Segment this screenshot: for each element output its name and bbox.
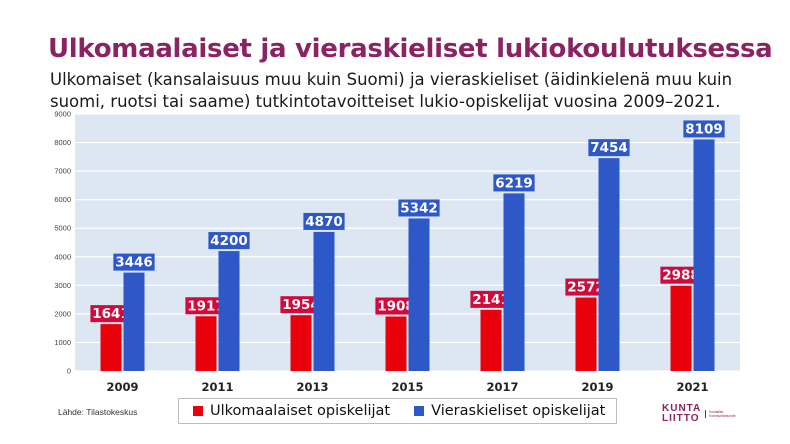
bar-ulkomaalaiset [290,315,312,371]
data-label: 1917 [187,298,225,314]
source-note: Lähde: Tilastokeskus [58,407,138,417]
data-label-box [470,290,512,308]
logo-wordmark: KUNTA LIITTO [662,403,702,424]
legend-label-ulkomaalaiset: Ulkomaalaiset opiskelijat [210,403,391,419]
logo-subtext: Kuntaliitto Kommunförbundet [705,409,736,419]
bar-ulkomaalaiset [385,316,407,371]
data-label: 2141 [472,292,510,308]
kuntaliitto-logo: KUNTA LIITTO Kuntaliitto Kommunförbundet [662,401,740,427]
data-label: 4870 [305,214,343,230]
legend-item-vieraskieliset: Vieraskieliset opiskelijat [414,403,605,419]
data-label: 2988 [662,268,700,284]
data-label-box [185,297,227,315]
data-label: 2572 [567,280,605,296]
bar-vieraskieliset [693,139,715,371]
bar-ulkomaalaiset [100,324,122,371]
data-label: 4200 [210,233,248,249]
x-tick-label: 2009 [106,380,138,394]
data-label-box [90,305,132,323]
plot-area [75,114,740,371]
y-tick-label: 2000 [54,309,71,318]
data-label: 1641 [92,306,130,322]
data-label-box [113,253,155,271]
data-label-box [303,212,345,230]
bar-vieraskieliset [408,218,430,371]
bar-vieraskieliset [313,231,335,371]
bar-vieraskieliset [503,193,525,371]
data-label-box [565,278,607,296]
chart-subtitle: Ulkomaiset (kansalaisuus muu kuin Suomi)… [50,70,733,111]
legend-swatch-blue [414,406,425,416]
x-tick-label: 2013 [296,380,328,394]
y-tick-label: 3000 [54,281,71,290]
y-tick-label: 9000 [54,110,71,119]
bar-ulkomaalaiset [670,285,692,371]
chart-legend: Ulkomaalaiset opiskelijat Vieraskieliset… [178,398,617,424]
data-label-box [280,296,322,314]
data-label: 3446 [115,255,153,271]
data-label: 7454 [590,140,628,156]
x-tick-label: 2011 [201,380,233,394]
x-tick-label: 2021 [676,380,708,394]
data-label: 1908 [377,299,415,315]
data-label: 1954 [282,297,320,313]
y-tick-label: 0 [67,367,71,376]
data-label-box [588,139,630,157]
y-tick-label: 8000 [54,138,71,147]
y-tick-label: 1000 [54,338,71,347]
legend-item-ulkomaalaiset: Ulkomaalaiset opiskelijat [193,403,390,419]
data-label-box [375,297,417,315]
x-tick-label: 2017 [486,380,518,394]
data-label-box [493,174,535,192]
page-title: Ulkomaalaiset ja vieraskieliset lukiokou… [48,34,773,64]
data-label-box [660,266,702,284]
legend-swatch-red [193,406,203,416]
data-label-box [208,232,250,250]
data-label: 8109 [685,121,723,137]
x-tick-label: 2015 [391,380,423,394]
legend-label-vieraskieliset: Vieraskieliset opiskelijat [431,403,606,419]
bar-ulkomaalaiset [480,309,502,371]
bar-vieraskieliset [123,272,145,371]
y-tick-label: 5000 [54,224,71,233]
data-label-box [683,120,725,138]
bar-vieraskieliset [598,158,620,371]
bar-ulkomaalaiset [575,297,597,371]
data-label-box [398,199,440,217]
x-tick-label: 2019 [581,380,613,394]
data-label: 6219 [495,175,533,191]
y-tick-label: 4000 [54,252,71,261]
bar-vieraskieliset [218,251,240,371]
bar-ulkomaalaiset [195,316,217,371]
y-tick-label: 7000 [54,167,71,176]
data-label: 5342 [400,200,438,216]
y-tick-label: 6000 [54,195,71,204]
